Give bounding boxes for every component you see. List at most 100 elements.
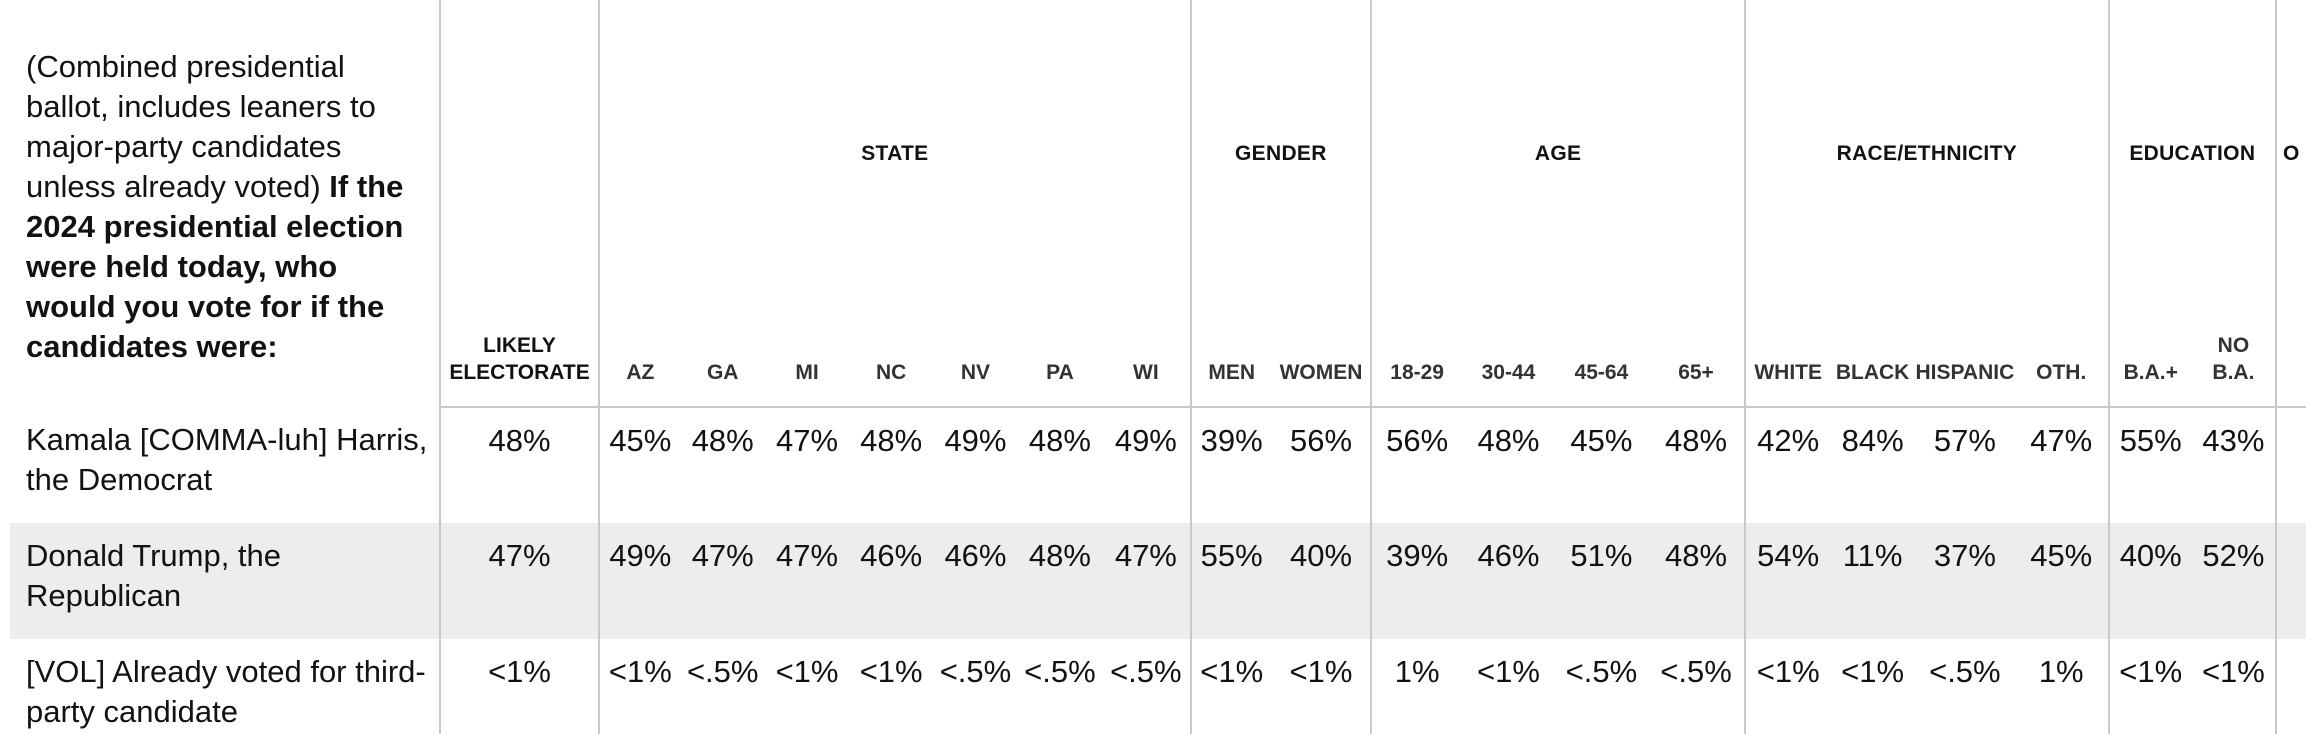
table-cell: 45% xyxy=(2014,523,2109,639)
table-row: [VOL] Already voted for third-party cand… xyxy=(10,639,2306,734)
col-black: BLACK xyxy=(1830,168,1915,408)
col-mi: MI xyxy=(764,168,850,408)
col-white: WHITE xyxy=(1744,168,1831,408)
table-cell: <1% xyxy=(1477,654,1540,689)
col-45-64: 45-64 xyxy=(1554,168,1648,408)
table-cell: 46% xyxy=(933,523,1018,639)
col-men: MEN xyxy=(1189,168,1272,408)
table-cell: 48% xyxy=(1477,423,1540,458)
table-cell: 47% xyxy=(764,523,850,639)
col-likely-line2: ELECTORATE xyxy=(449,361,590,384)
question-text: (Combined presidential ballot, includes … xyxy=(10,0,440,407)
col-ga: GA xyxy=(680,168,765,408)
table-cell: <1% xyxy=(1289,654,1353,689)
table-cell: 1% xyxy=(1370,639,1463,734)
table-cell: 57% xyxy=(1933,423,1996,458)
group-header-gender: GENDER xyxy=(1189,0,1372,168)
table-cell: <1% xyxy=(775,654,839,689)
table-cell-next xyxy=(2275,639,2306,734)
table-cell: 47% xyxy=(2030,423,2093,458)
question-bold: If the 2024 presidential election were h… xyxy=(26,169,404,364)
table-cell: 45% xyxy=(1570,423,1633,458)
col-18-29: 18-29 xyxy=(1370,168,1463,408)
table-cell: <.5% xyxy=(1660,654,1732,689)
table-cell: <.5% xyxy=(1565,654,1638,689)
group-header-education: EDUCATION xyxy=(2107,0,2277,168)
table-cell: 49% xyxy=(1114,423,1177,458)
col-az: AZ xyxy=(598,168,681,408)
table-cell: 47% xyxy=(438,523,600,639)
col-next xyxy=(2275,168,2306,408)
table-cell: 39% xyxy=(1189,407,1272,523)
table-cell-next xyxy=(2275,407,2306,523)
table-cell: 48% xyxy=(438,407,600,523)
table-cell: 54% xyxy=(1744,523,1831,639)
col-other: OTH. xyxy=(2014,168,2109,408)
table-cell: 37% xyxy=(1914,523,2015,639)
table-cell: 45% xyxy=(598,407,681,523)
col-nc: NC xyxy=(849,168,934,408)
col-likely-line1: LIKELY xyxy=(483,334,556,357)
table-cell: <.5% xyxy=(1110,654,1182,689)
table-cell: 46% xyxy=(1462,523,1555,639)
table-cell: <1% xyxy=(1189,639,1272,734)
table-cell: 40% xyxy=(2107,523,2192,639)
table-cell: 48% xyxy=(1028,423,1091,458)
table-cell: <1% xyxy=(1841,654,1905,689)
table-cell: 11% xyxy=(1830,523,1915,639)
table-cell: 1% xyxy=(2038,654,2084,689)
col-no-ba-line1: NO xyxy=(2217,334,2250,357)
table-cell: 48% xyxy=(1648,523,1746,639)
crosstab-table: (Combined presidential ballot, includes … xyxy=(10,0,2306,734)
group-header-race: RACE/ETHNICITY xyxy=(1744,0,2109,168)
table-cell: 42% xyxy=(1744,407,1831,523)
col-pa: PA xyxy=(1017,168,1103,408)
table-cell: <1% xyxy=(2201,654,2265,689)
table-cell: <.5% xyxy=(939,654,1012,689)
table-cell: 48% xyxy=(1017,523,1103,639)
table-cell: <1% xyxy=(859,654,923,689)
table-cell: <.5% xyxy=(1024,654,1096,689)
table-cell: 51% xyxy=(1554,523,1648,639)
col-nv: NV xyxy=(933,168,1018,408)
table-cell: <1% xyxy=(598,639,681,734)
table-cell: 52% xyxy=(2191,523,2277,639)
table-cell: 48% xyxy=(860,423,923,458)
table-cell: <1% xyxy=(438,639,600,734)
table-cell: 48% xyxy=(691,423,754,458)
table-cell: 43% xyxy=(2202,423,2265,458)
table-cell: <1% xyxy=(2107,639,2192,734)
col-hispanic: HISPANIC xyxy=(1914,168,2015,408)
table-cell: 49% xyxy=(598,523,681,639)
row-label: Kamala [COMMA-luh] Harris, the Democrat xyxy=(26,422,428,497)
table-row: Donald Trump, the Republican 47% 49% 47%… xyxy=(10,523,2306,639)
table-cell: 56% xyxy=(1289,423,1353,458)
col-30-44: 30-44 xyxy=(1462,168,1555,408)
table-cell: 55% xyxy=(1189,523,1272,639)
group-header-likely xyxy=(438,0,600,168)
table-cell: 47% xyxy=(680,523,765,639)
table-cell: 48% xyxy=(1664,423,1728,458)
row-label: [VOL] Already voted for third-party cand… xyxy=(26,654,426,729)
table-cell: 55% xyxy=(2107,407,2192,523)
table-cell: 84% xyxy=(1841,423,1904,458)
table-cell: <.5% xyxy=(1929,654,2001,689)
table-cell: 49% xyxy=(944,423,1007,458)
col-likely-electorate: LIKELY ELECTORATE xyxy=(438,168,600,408)
col-women: WOMEN xyxy=(1271,168,1372,408)
col-65plus: 65+ xyxy=(1648,168,1746,408)
table-cell: 39% xyxy=(1370,523,1463,639)
table-cell: <1% xyxy=(1744,639,1831,734)
table-cell: 56% xyxy=(1370,407,1463,523)
table-cell: 46% xyxy=(849,523,934,639)
col-no-ba: NO B.A. xyxy=(2191,168,2277,408)
table-cell: 40% xyxy=(1271,523,1372,639)
table-row: Kamala [COMMA-luh] Harris, the Democrat … xyxy=(10,407,2306,523)
group-header-state: STATE xyxy=(598,0,1191,168)
col-ba-plus: B.A.+ xyxy=(2107,168,2192,408)
column-header-row: LIKELY ELECTORATE AZ GA MI NC NV PA WI ME… xyxy=(10,168,2306,408)
question-prefix: (Combined presidential ballot, includes … xyxy=(26,49,376,204)
row-label: Donald Trump, the Republican xyxy=(10,523,440,639)
table-cell: <.5% xyxy=(686,654,759,689)
